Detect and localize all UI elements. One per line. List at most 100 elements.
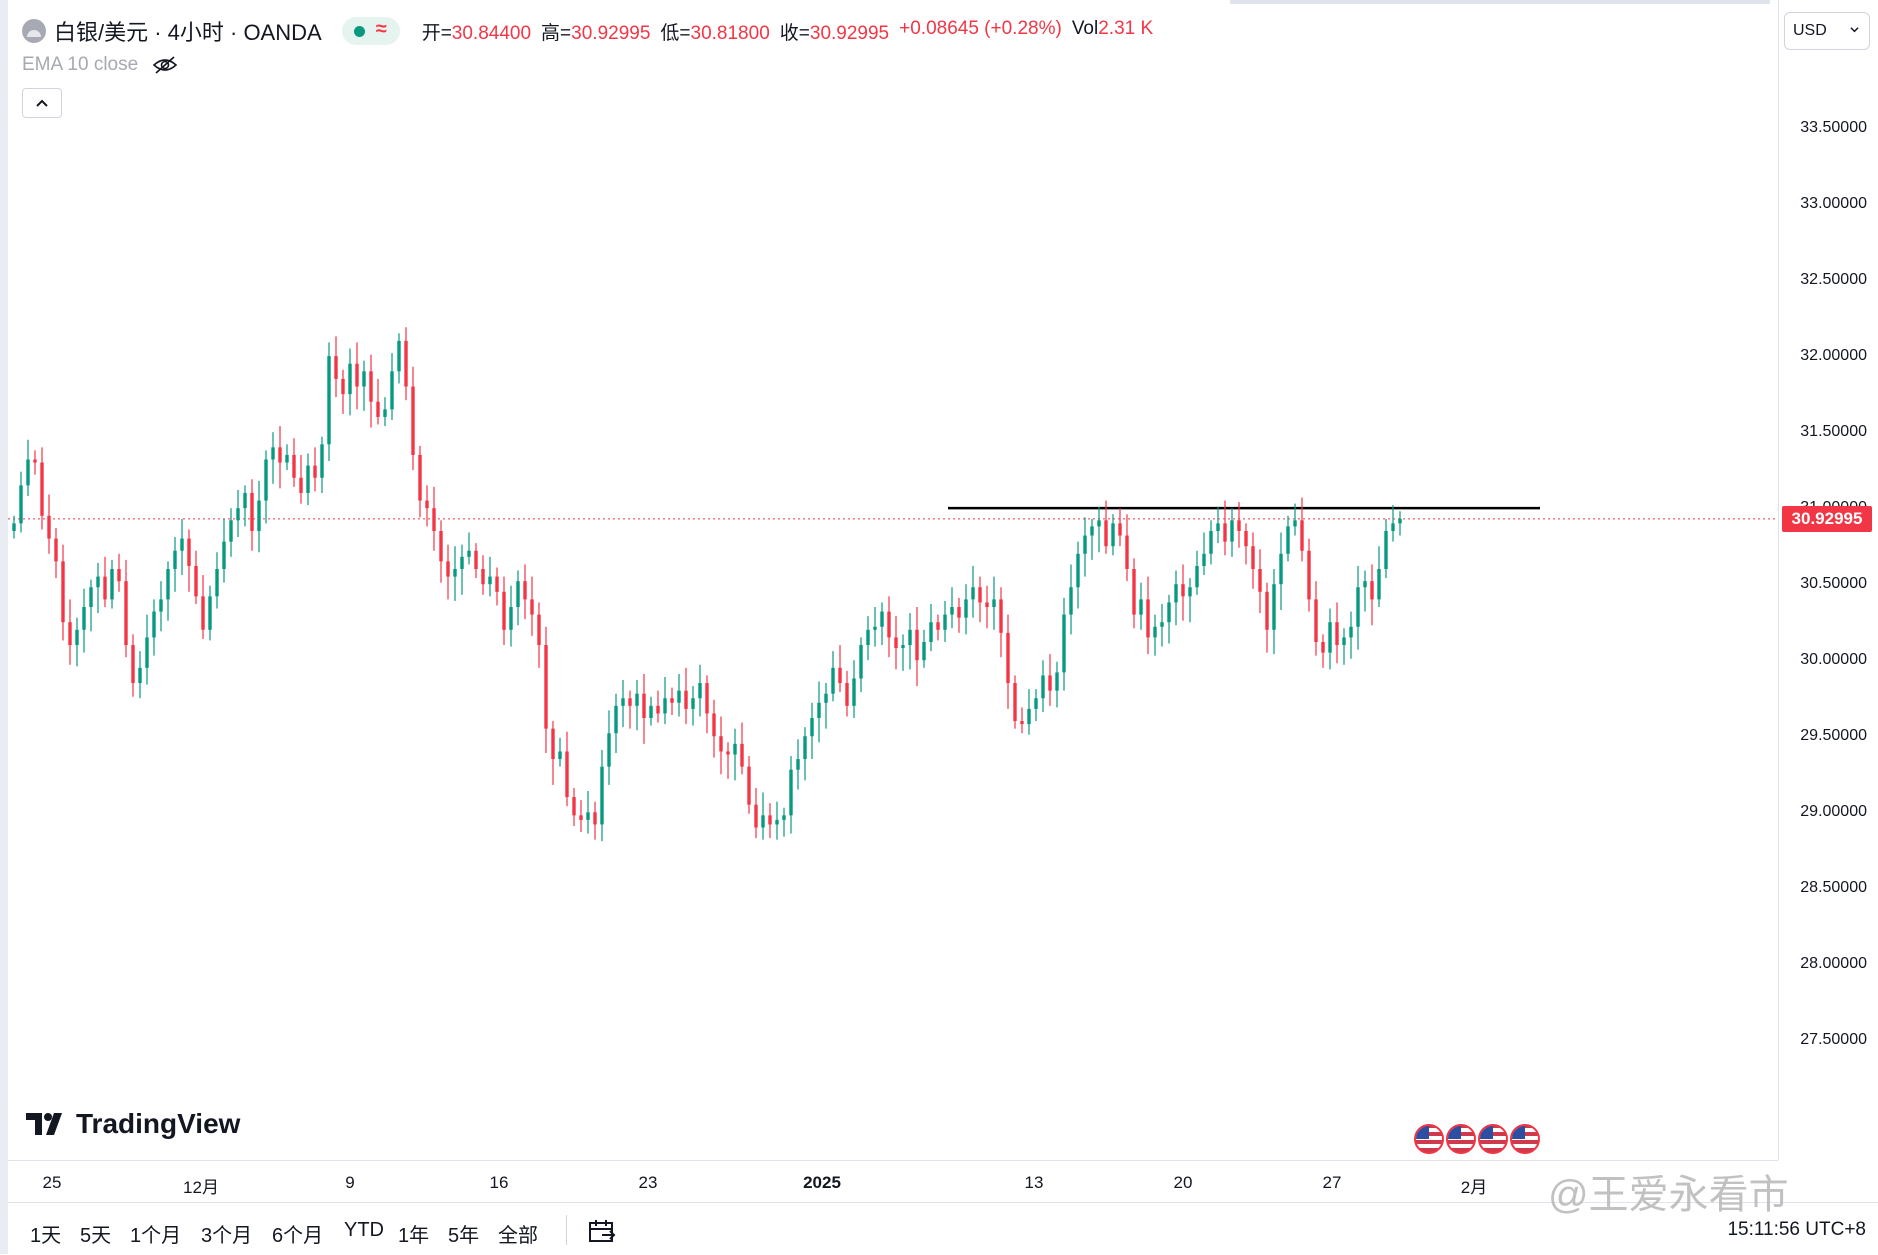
candle-body [957, 607, 961, 618]
range-button[interactable]: 5年 [448, 1225, 480, 1247]
price-tick-label: 28.50000 [1800, 879, 1867, 897]
candle-body [306, 465, 310, 493]
range-button[interactable]: YTD [344, 1219, 384, 1241]
candle-body [1167, 602, 1171, 623]
range-button[interactable]: 1个月 [130, 1225, 182, 1247]
candle-body [922, 641, 926, 661]
candle-body [257, 500, 261, 531]
candle-body [1111, 523, 1115, 547]
volume-value: 2.31 K [1098, 17, 1154, 39]
chart-legend-header: 白银/美元 · 4小时 · OANDA ≈ 开=30.84400 高=30.92… [22, 14, 1153, 48]
candle-body [1069, 587, 1073, 615]
time-tick-label: 13 [1024, 1173, 1044, 1192]
market-open-dot-icon [353, 26, 365, 37]
candle-body [278, 447, 282, 463]
market-status-pill[interactable]: ≈ [341, 17, 400, 45]
range-button[interactable]: 5天 [80, 1225, 112, 1247]
candle-body [229, 520, 233, 542]
candle-body [292, 454, 296, 478]
candle-body [894, 637, 898, 649]
candle-body [383, 409, 387, 417]
candle-body [544, 645, 548, 729]
range-button[interactable]: 全部 [498, 1225, 538, 1247]
candle-body [978, 587, 982, 603]
candle-body [1237, 520, 1241, 531]
candle-body [782, 815, 786, 820]
candle-body [1265, 591, 1269, 630]
candle-body [1230, 520, 1234, 542]
candle-body [551, 728, 555, 760]
candle-body [999, 599, 1003, 633]
time-axis[interactable]: 25 12月 9 16 23 2025 13 20 27 2月 [8, 1160, 1778, 1203]
last-price-label: 30.92995 [1782, 505, 1872, 532]
candle-body [950, 607, 954, 615]
candle-body [964, 599, 968, 618]
collapse-legend-button[interactable] [22, 88, 62, 118]
tradingview-logo[interactable]: TradingView [26, 1108, 240, 1140]
candle-body [1090, 526, 1094, 536]
candle-body [1258, 568, 1262, 592]
time-tick-label: 2025 [803, 1173, 841, 1192]
candle-body [516, 581, 520, 608]
candle-body [698, 683, 702, 699]
currency-select[interactable]: USD [1784, 12, 1870, 50]
candle-body [299, 477, 303, 493]
candle-body [754, 804, 758, 828]
range-button[interactable]: 6个月 [272, 1225, 324, 1247]
top-border [1230, 0, 1770, 4]
candle-body [796, 759, 800, 770]
candle-body [481, 568, 485, 585]
candle-body [131, 645, 135, 684]
candle-body [677, 690, 681, 703]
us-flag-icon[interactable] [1414, 1124, 1444, 1154]
candle-body [747, 766, 751, 805]
calendar-goto-icon[interactable] [588, 1219, 616, 1245]
candle-body [936, 622, 940, 630]
candle-body [810, 718, 814, 737]
candle-body [222, 541, 226, 569]
candle-body [579, 815, 583, 820]
candle-body [327, 356, 331, 445]
candle-body [33, 459, 37, 463]
candle-body [712, 713, 716, 737]
price-tick-label: 33.50000 [1800, 119, 1867, 136]
candle-body [1321, 641, 1325, 653]
candle-body [1181, 584, 1185, 597]
candle-body [208, 596, 212, 630]
price-tick-label: 28.00000 [1800, 955, 1867, 973]
candle-body [684, 690, 688, 709]
clock-timezone[interactable]: 15:11:56 UTC+8 [1727, 1219, 1866, 1240]
candle-body [1132, 568, 1136, 615]
candle-body [1027, 708, 1031, 725]
symbol-title[interactable]: 白银/美元 · 4小时 · OANDA [54, 20, 322, 45]
candle-body [355, 363, 359, 387]
price-axis[interactable]: 33.50000 33.00000 32.50000 32.00000 31.50000… [1778, 0, 1878, 1160]
us-flag-icon[interactable] [1446, 1124, 1476, 1154]
range-button[interactable]: 1天 [30, 1225, 62, 1247]
candle-body [789, 769, 793, 816]
candle-body [40, 462, 44, 516]
candle-body [1139, 599, 1143, 615]
candle-body [852, 678, 856, 706]
range-button[interactable]: 1年 [398, 1225, 430, 1247]
candle-body [320, 444, 324, 478]
chevron-up-icon [36, 99, 48, 107]
candle-body [600, 766, 604, 825]
candle-body [740, 743, 744, 767]
us-flag-icon[interactable] [1478, 1124, 1508, 1154]
hidden-eye-icon[interactable] [152, 55, 178, 75]
candlestick-chart[interactable] [0, 0, 1778, 1160]
candle-body [110, 568, 114, 600]
candle-body [215, 568, 219, 597]
candle-body [1013, 683, 1017, 722]
economic-events[interactable] [1414, 1124, 1542, 1154]
candle-body [61, 561, 65, 623]
indicator-legend[interactable]: EMA 10 close [22, 54, 178, 76]
tradingview-logo-icon [26, 1113, 62, 1135]
candle-body [432, 508, 436, 531]
range-button[interactable]: 3个月 [201, 1225, 253, 1247]
candle-body [1020, 721, 1024, 725]
candle-body [1279, 553, 1283, 585]
us-flag-icon[interactable] [1510, 1124, 1540, 1154]
candle-body [425, 500, 429, 509]
